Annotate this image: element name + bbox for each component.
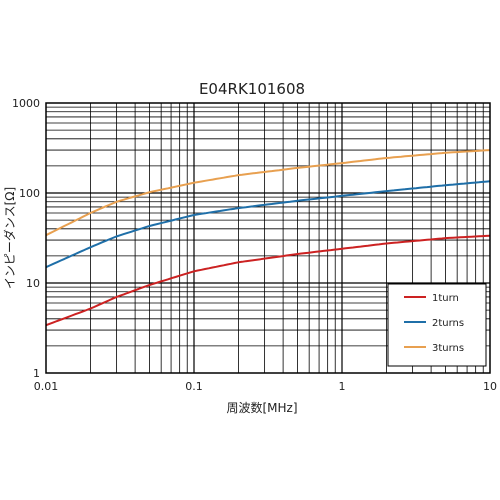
legend-label: 2turns [432,318,464,329]
series-lines [45,149,491,327]
x-axis-label: 周波数[MHz] [226,400,297,415]
y-tick-label: 1000 [12,97,40,110]
y-tick-label: 1 [33,367,40,380]
legend: 1turn 2turns 3turns [387,283,487,367]
x-tick-label: 0.01 [34,380,59,393]
legend-label: 3turns [432,343,464,354]
series-line-1turn [45,234,491,327]
y-tick-label: 100 [19,187,40,200]
tick-labels: 0.01 0.1 1 10 1 10 100 1000 [12,97,497,393]
plot-frame [45,102,491,374]
x-tick-label: 10 [483,380,497,393]
legend-label: 1turn [432,293,459,304]
x-tick-label: 1 [339,380,346,393]
series-line-2turns [45,180,491,269]
x-tick-label: 0.1 [185,380,203,393]
y-tick-label: 10 [26,277,40,290]
series-line-3turns [45,149,491,237]
y-axis-label: インピーダンス[Ω] [2,187,17,289]
chart-title: E04RK101608 [199,80,305,98]
